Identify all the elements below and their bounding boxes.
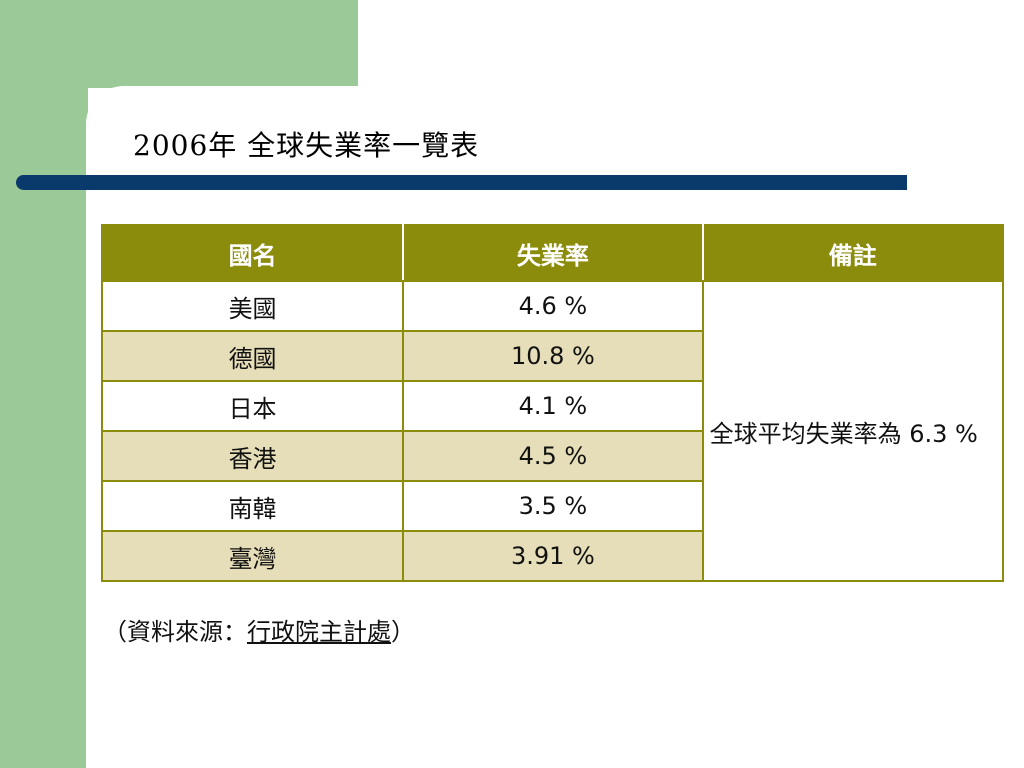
unemployment-table: 國名 失業率 備註 美國 4.6 % 全球平均失業率為 6.3 % 德國 10.… bbox=[100, 224, 1005, 582]
header-note: 備註 bbox=[701, 224, 1005, 282]
country-cell: 美國 bbox=[100, 280, 405, 332]
rate-cell: 3.5 % bbox=[402, 480, 704, 532]
title-underline-bar bbox=[16, 175, 907, 190]
country-cell: 日本 bbox=[100, 380, 405, 432]
country-cell: 香港 bbox=[100, 430, 405, 482]
header-rate: 失業率 bbox=[402, 224, 704, 282]
rate-cell: 10.8 % bbox=[402, 330, 704, 382]
rate-cell: 4.1 % bbox=[402, 380, 704, 432]
table-header-row: 國名 失業率 備註 bbox=[100, 224, 1005, 282]
country-cell: 臺灣 bbox=[100, 530, 405, 582]
table-row: 香港 4.5 % bbox=[100, 430, 1003, 482]
source-suffix: ） bbox=[391, 618, 415, 646]
table-row: 臺灣 3.91 % bbox=[100, 530, 1003, 582]
rate-cell: 4.6 % bbox=[402, 280, 704, 332]
left-green-strip bbox=[0, 0, 88, 768]
source-prefix: （資料來源： bbox=[103, 618, 247, 646]
rate-cell: 4.5 % bbox=[402, 430, 704, 482]
data-source-note: （資料來源：行政院主計處） bbox=[103, 612, 415, 647]
country-cell: 南韓 bbox=[100, 480, 405, 532]
table-row: 德國 10.8 % bbox=[100, 330, 1003, 382]
rate-cell: 3.91 % bbox=[402, 530, 704, 582]
slide-title: 2006年 全球失業率一覽表 bbox=[133, 129, 480, 162]
table-row: 美國 4.6 % 全球平均失業率為 6.3 % bbox=[100, 280, 1005, 582]
note-cell: 全球平均失業率為 6.3 % bbox=[701, 280, 1005, 582]
table-row: 日本 4.1 % bbox=[100, 380, 1003, 432]
country-cell: 德國 bbox=[100, 330, 405, 382]
header-country: 國名 bbox=[100, 224, 405, 282]
source-agency: 行政院主計處 bbox=[247, 618, 391, 646]
table-row: 南韓 3.5 % bbox=[100, 480, 1003, 532]
